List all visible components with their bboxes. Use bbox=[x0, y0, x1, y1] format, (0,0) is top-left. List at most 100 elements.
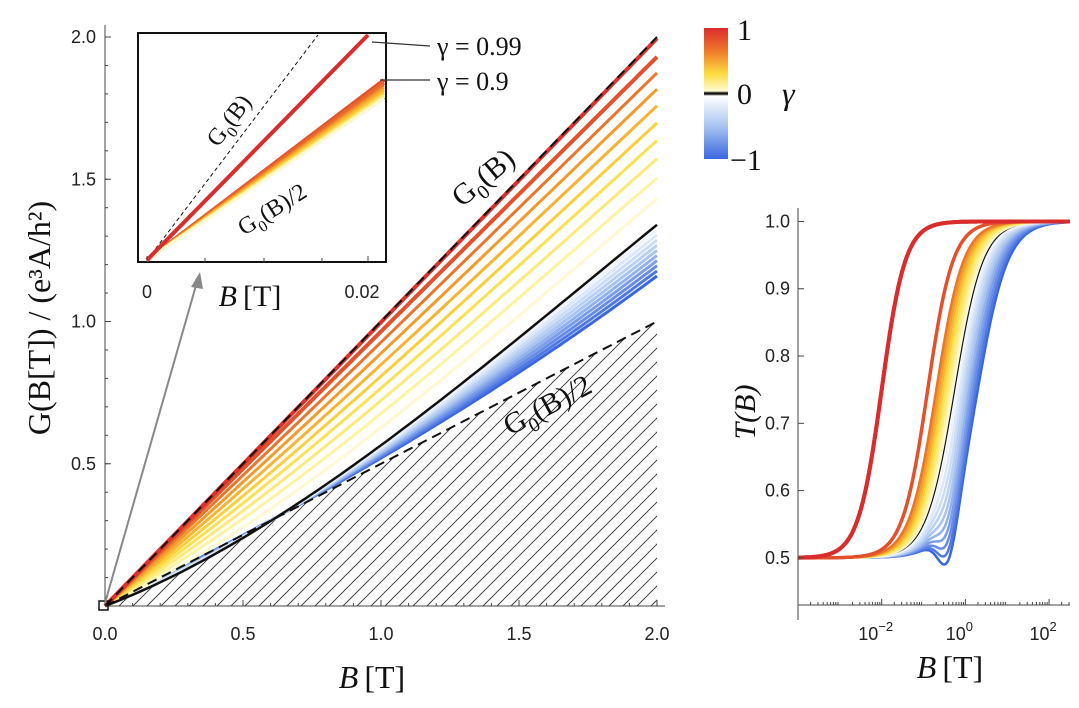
colorbar-title: γ bbox=[782, 75, 796, 111]
hatch-line bbox=[566, 322, 657, 606]
main-x-tick-label: 0.5 bbox=[230, 624, 255, 644]
t-curve-gamma-0p3 bbox=[798, 220, 1070, 560]
hatch-line bbox=[524, 322, 657, 606]
main-curve-gamma-0p5 bbox=[104, 121, 659, 608]
t-x-tick-label: 100 bbox=[946, 619, 973, 644]
inset-gamma-099-curve bbox=[145, 33, 370, 262]
t-curve-gamma-m0p6 bbox=[798, 220, 1070, 560]
hatch-line bbox=[286, 322, 657, 606]
t-x-ticks: 10−2 100 102 bbox=[810, 599, 1070, 644]
hatch-line bbox=[202, 322, 657, 606]
zoom-arrow bbox=[104, 281, 198, 604]
hatch-line bbox=[440, 322, 657, 606]
t-y-tick-label: 0.8 bbox=[765, 346, 790, 366]
main-x-tick-label: 2.0 bbox=[644, 624, 669, 644]
hatch-line bbox=[244, 322, 657, 606]
inset-x-tick-0: 0 bbox=[142, 282, 152, 302]
t-x-axis-label: B [T] bbox=[917, 649, 983, 685]
hatch-line bbox=[594, 322, 657, 606]
t-y-axis-label: T(B) bbox=[729, 385, 762, 440]
t-curve-gamma-0p6 bbox=[798, 220, 1070, 560]
hatch-line bbox=[370, 322, 657, 606]
hatch-line bbox=[454, 322, 657, 606]
main-x-axis-label: B [T] bbox=[339, 659, 405, 695]
main-x-unit: [T] bbox=[364, 659, 405, 695]
main-x-tick-label: 1.5 bbox=[506, 624, 531, 644]
hatch-line bbox=[356, 322, 657, 606]
hatch-line bbox=[1001, 36, 1079, 606]
t-curve-gamma-0p2 bbox=[798, 220, 1070, 560]
hatch-line bbox=[105, 322, 116, 606]
main-x-ticks: 0.0 0.5 1.0 1.5 2.0 bbox=[92, 600, 670, 644]
hatch-line bbox=[272, 322, 657, 606]
hatch-line bbox=[608, 322, 657, 606]
main-curve-gamma-0p1 bbox=[104, 197, 658, 608]
hatch-line bbox=[398, 322, 657, 606]
inset-x-axis-label: B [T] bbox=[219, 280, 282, 313]
t-y-tick-label: 0.6 bbox=[765, 481, 790, 501]
hatch-line bbox=[1015, 36, 1079, 606]
main-x-tick-label: 0.0 bbox=[92, 624, 117, 644]
t-curve-gamma-m0p9 bbox=[798, 220, 1070, 560]
t-curve-gamma-m0p5 bbox=[798, 220, 1070, 560]
hatch-line bbox=[468, 322, 657, 606]
g0-dashed-line bbox=[104, 36, 658, 607]
main-x-var: B bbox=[339, 659, 359, 695]
hatch-line bbox=[342, 322, 657, 606]
t-x-tick-label: 10−2 bbox=[858, 619, 893, 644]
hatch-line bbox=[538, 322, 657, 606]
hatch-line bbox=[328, 322, 657, 606]
zoom-arrow-head bbox=[191, 272, 203, 289]
t-curve-gamma-0p9 bbox=[798, 219, 1070, 560]
colorbar-mid-label: 0 bbox=[737, 78, 752, 111]
t-y-tick-label: 1.0 bbox=[765, 211, 790, 231]
hatch-line bbox=[482, 322, 657, 606]
zoom-region-marker bbox=[98, 600, 109, 611]
hatch-line bbox=[314, 322, 657, 606]
hatch-line bbox=[384, 322, 657, 606]
t-y-tick-label: 0.9 bbox=[765, 279, 790, 299]
inset-x-tick-002: 0.02 bbox=[344, 282, 379, 302]
t-curve-gamma-m0p2 bbox=[798, 220, 1070, 560]
t-curve-gamma-m0p3 bbox=[798, 220, 1070, 560]
main-y-ticks: 0.5 1.0 1.5 2.0 bbox=[71, 27, 111, 579]
hatch-line bbox=[693, 36, 1079, 606]
hatch-line bbox=[580, 322, 657, 606]
hatch-line bbox=[791, 36, 1079, 606]
hatch-line bbox=[1029, 36, 1079, 606]
t-curve-gamma-0p8 bbox=[798, 220, 1070, 560]
transmission-plot: 0.5 0.6 0.7 0.8 0.9 1.0 10−2 100 102 T(B) B [T] bbox=[729, 208, 1070, 685]
main-y-tick-label: 0.5 bbox=[71, 454, 96, 474]
t-x-tick-label: 102 bbox=[1029, 619, 1056, 644]
main-curve-gamma-0p6 bbox=[104, 104, 659, 608]
hatch-line bbox=[496, 322, 657, 606]
t-curve-gamma-099-top bbox=[798, 219, 1070, 560]
hatch-line bbox=[230, 322, 657, 606]
g0-half-curve-label: G0(B)/2 bbox=[498, 368, 600, 447]
t-curve-gamma-0p4 bbox=[798, 220, 1070, 560]
hatch-line bbox=[216, 322, 657, 606]
t-y-tick-label: 0.7 bbox=[765, 413, 790, 433]
t-y-ticks: 0.5 0.6 0.7 0.8 0.9 1.0 bbox=[765, 211, 804, 568]
inset-curve-family bbox=[145, 78, 386, 262]
t-curve-gamma-m0p7 bbox=[798, 220, 1070, 560]
gamma-zero-curve bbox=[104, 223, 658, 608]
hatch-line bbox=[1043, 36, 1079, 606]
t-curve-gamma-m0p4 bbox=[798, 220, 1070, 560]
colorbar-bottom-label: −1 bbox=[730, 144, 762, 177]
t-y-tick-label: 0.5 bbox=[765, 548, 790, 568]
colorbar: 1 0 −1 γ bbox=[704, 14, 796, 177]
main-curve-gamma-0p4 bbox=[104, 139, 659, 608]
hatch-line bbox=[987, 36, 1079, 606]
gamma-09-label: γ = 0.9 bbox=[436, 67, 509, 96]
hatch-line bbox=[1071, 36, 1079, 606]
hatch-line bbox=[258, 322, 657, 606]
main-x-tick-label: 1.0 bbox=[368, 624, 393, 644]
main-y-axis-label: G(B[T]) / (e³A/h²) bbox=[21, 201, 57, 435]
hatch-line bbox=[622, 322, 657, 606]
hatch-line bbox=[510, 322, 657, 606]
main-curve-gamma-0p3 bbox=[104, 157, 658, 608]
main-curve-gamma-0p8 bbox=[103, 71, 659, 608]
hatch-line bbox=[679, 36, 1079, 606]
